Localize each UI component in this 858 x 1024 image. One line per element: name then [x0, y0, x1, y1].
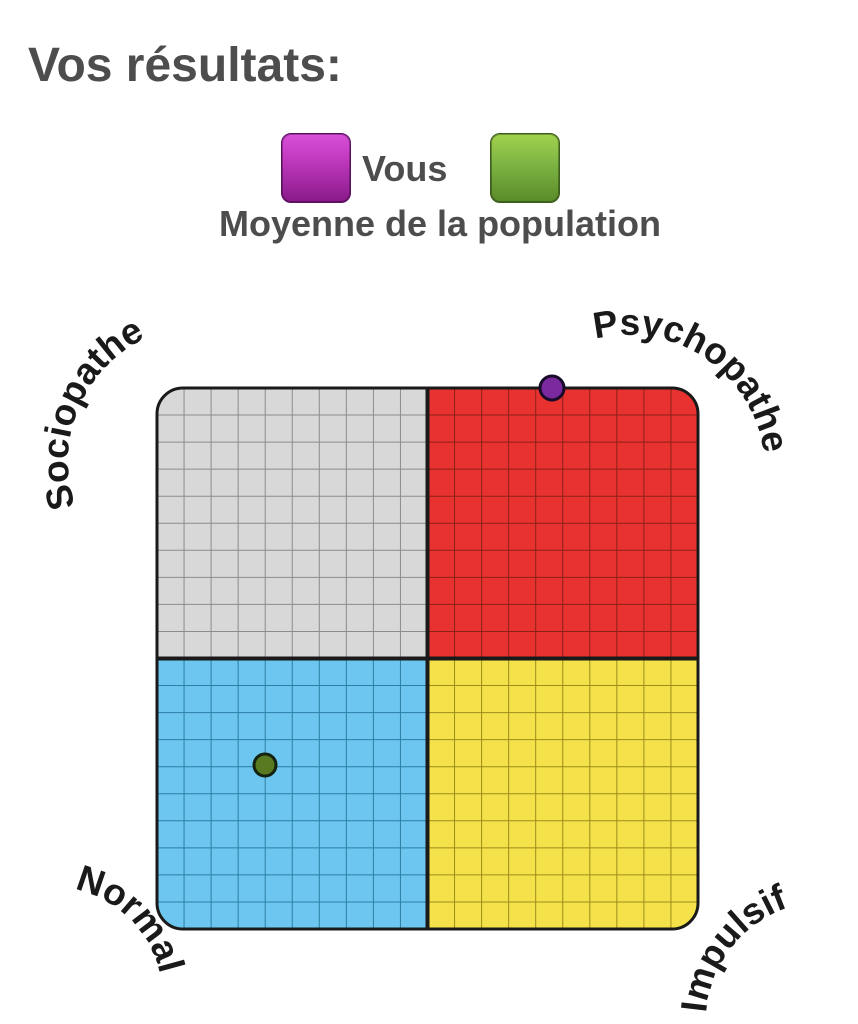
svg-text:Sociopathe: Sociopathe — [35, 309, 150, 514]
